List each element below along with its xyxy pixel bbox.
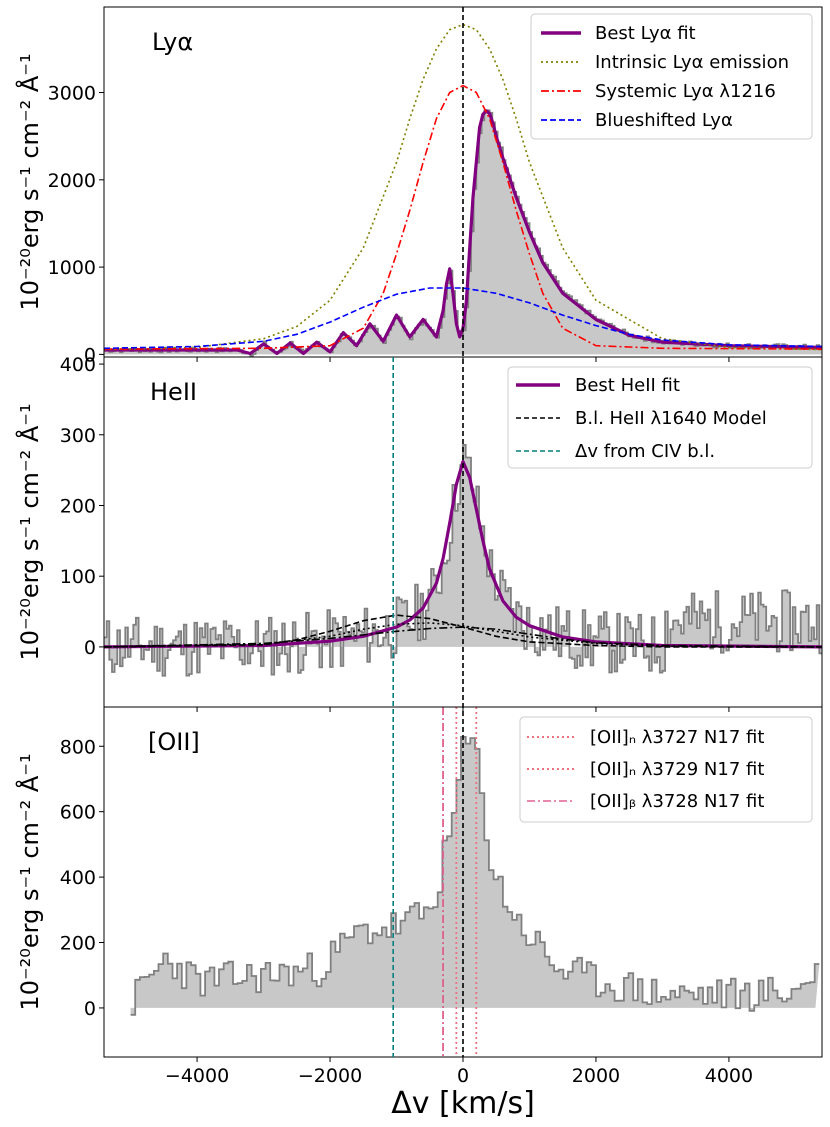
- y-tick-label: 800: [60, 736, 96, 758]
- oii-legend-box: [519, 716, 813, 823]
- heii-legend-best-fit: Best HeII fit: [575, 375, 680, 396]
- heii-panel: 0 100 200 300 400 HeII Best HeII fit B.l. He…: [60, 354, 823, 708]
- b-l-heii-1640-model-line: [104, 614, 822, 648]
- reference-lines: [392, 7, 464, 1057]
- y-tick-label: 0: [84, 637, 96, 659]
- oii-legend-3727: [OII]ₙ λ3727 N17 fit: [590, 727, 764, 748]
- heii-y-axis-label: 10⁻²⁰erg s⁻¹ cm⁻² Å⁻¹: [15, 403, 44, 660]
- lya-legend-best-fit: Best Lyα fit: [595, 23, 696, 44]
- y-tick-label: 100: [60, 566, 96, 588]
- y-tick-label: 3000: [48, 83, 96, 105]
- lya-y-axis-label: 10⁻²⁰erg s⁻¹ cm⁻² Å⁻¹: [15, 53, 44, 310]
- y-tick-label: 1000: [48, 257, 96, 279]
- oii-legend: [OII]ₙ λ3727 N17 fit [OII]ₙ λ3729 N17 fi…: [519, 716, 813, 823]
- lya-legend: Best Lyα fit Intrinsic Lyα emission Syst…: [530, 13, 813, 140]
- best-heii-fit-line: [104, 460, 822, 649]
- x-axis-ticks: −4000 −2000 0 2000 4000: [165, 357, 753, 1087]
- x-axis-label: Δv [km/s]: [391, 1086, 535, 1121]
- y-tick-label: 2000: [48, 170, 96, 192]
- x-tick-label: 2000: [572, 1065, 620, 1087]
- oii-legend-3729: [OII]ₙ λ3729 N17 fit: [590, 759, 764, 780]
- y-tick-label: 300: [60, 425, 96, 447]
- x-tick-label: 4000: [705, 1065, 753, 1087]
- oii-vertical-lines: [442, 707, 478, 1057]
- oii-panel: 0 200 400 600 800 [OII] [OII]ₙ λ3727 N17 fit…: [60, 706, 823, 1058]
- best-ly-fit-line: [104, 109, 822, 356]
- y-tick-label: 600: [60, 802, 96, 824]
- heii-legend: Best HeII fit B.l. HeII λ1640 Model Δv f…: [507, 366, 813, 469]
- oii-spectrum-histogram: [130, 736, 820, 1016]
- oii-y-ticks: 0 200 400 600 800: [60, 736, 104, 1020]
- x-tick-label: −4000: [165, 1065, 229, 1087]
- spectrum-fill: [130, 736, 820, 1015]
- oii-panel-title: [OII]: [148, 728, 200, 756]
- model-component-3-line: [104, 626, 822, 648]
- lya-legend-box: [530, 13, 813, 140]
- heii-panel-title: HeII: [150, 378, 197, 406]
- systemic-ly-1216-line: [104, 84, 822, 350]
- heii-legend-civ: Δv from CIV b.l.: [575, 441, 715, 462]
- y-tick-label: 400: [60, 354, 96, 376]
- model-component-2-line: [104, 622, 822, 648]
- blueshifted-ly-line: [104, 287, 822, 350]
- lya-fit-curves: [104, 23, 822, 356]
- lya-legend-systemic: Systemic Lyα λ1216: [595, 81, 776, 102]
- lya-y-ticks: 0 1000 2000 3000: [48, 83, 104, 366]
- heii-legend-box: [507, 366, 813, 469]
- oii-legend-3728: [OII]ᵦ λ3728 N17 fit: [590, 791, 764, 812]
- heii-y-ticks: 0 100 200 300 400: [60, 354, 104, 659]
- oii-y-axis-label: 10⁻²⁰erg s⁻¹ cm⁻² Å⁻¹: [15, 753, 44, 1010]
- spectrum-step-line: [130, 736, 820, 1016]
- heii-fit-curves: [104, 460, 822, 649]
- y-tick-label: 400: [60, 867, 96, 889]
- y-tick-label: 0: [84, 344, 96, 366]
- lya-panel: 0 1000 2000 3000 Lyα Best Lyα fit Intrinsic…: [48, 6, 823, 366]
- lya-legend-intrinsic: Intrinsic Lyα emission: [595, 52, 789, 73]
- y-tick-label: 200: [60, 495, 96, 517]
- lya-panel-title: Lyα: [152, 28, 193, 56]
- x-tick-label: −2000: [298, 1065, 362, 1087]
- y-tick-label: 0: [84, 998, 96, 1020]
- y-tick-label: 200: [60, 933, 96, 955]
- x-tick-label: 0: [457, 1065, 469, 1087]
- heii-legend-model: B.l. HeII λ1640 Model: [575, 408, 767, 429]
- intrinsic-ly-emission-line: [104, 23, 822, 351]
- lya-legend-blueshifted: Blueshifted Lyα: [595, 110, 733, 131]
